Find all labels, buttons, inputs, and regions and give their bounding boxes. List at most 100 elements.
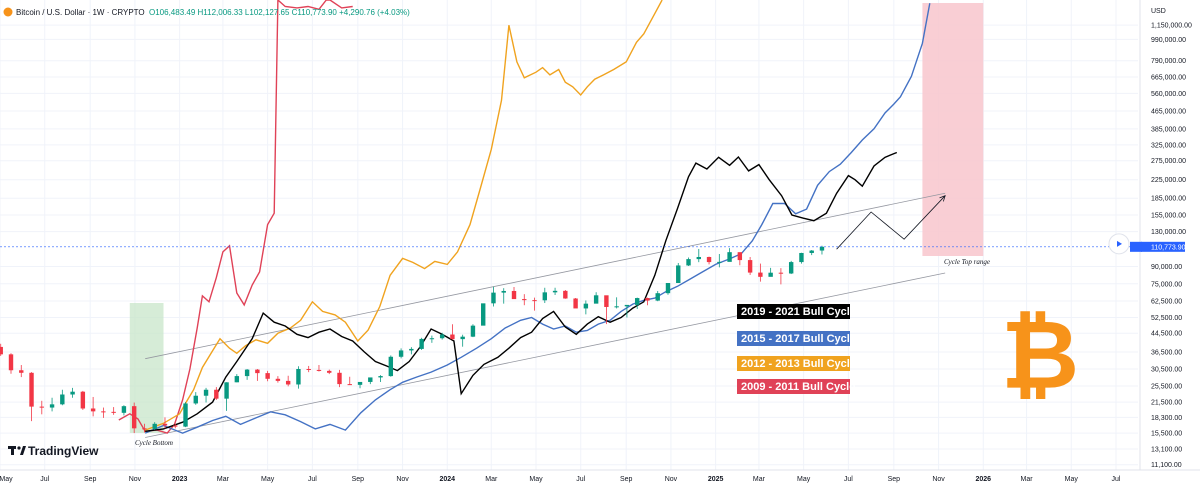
time-tick-label: 2023: [172, 476, 188, 483]
price-tick-label: 25,500.00: [1151, 383, 1182, 390]
legend-item: 2019 - 2021 Bull Cycle: [737, 304, 856, 319]
current-price-tag: 110,773.90: [1130, 241, 1186, 252]
cycle-zones: [129, 3, 984, 433]
time-tick-label: May: [797, 476, 811, 483]
candle-body: [563, 290, 568, 299]
legend-swatch: [737, 379, 850, 394]
candle-body: [788, 262, 794, 274]
candle-body: [152, 423, 157, 429]
candle-body: [224, 382, 229, 399]
legend-label: 2019 - 2021 Bull Cycle: [741, 306, 856, 318]
candle-body: [522, 299, 527, 301]
candle-body: [265, 373, 270, 379]
candle-body: [419, 338, 424, 349]
time-tick-label: Jul: [844, 476, 853, 483]
candle-body: [162, 423, 168, 426]
price-tick-label: 11,100.00: [1151, 462, 1182, 469]
candle-body: [768, 272, 773, 277]
candle-body: [429, 338, 435, 340]
tradingview-logo[interactable]: TradingView: [8, 444, 99, 458]
symbol-header: Bitcoin / U.S. Dollar · 1W · CRYPTO O106…: [3, 7, 410, 17]
price-tick-label: 990,000.00: [1151, 37, 1186, 44]
price-tick-label: 185,000.00: [1151, 196, 1186, 203]
price-tick-label: 13,100.00: [1151, 447, 1182, 454]
candle-body: [686, 259, 691, 266]
candle-body: [491, 292, 496, 304]
price-axis[interactable]: 1,150,000.00 990,000.00 790,000.00 665,000.…: [1151, 23, 1192, 470]
cycle-lines: [118, 0, 931, 434]
candle-body: [624, 304, 630, 307]
time-tick-label: May: [0, 476, 13, 483]
candle-body: [111, 411, 116, 413]
price-tick-label: 465,000.00: [1151, 108, 1186, 115]
candle-body: [758, 272, 763, 277]
candle-body: [90, 408, 96, 412]
candle-body: [665, 283, 671, 294]
candle-body: [676, 265, 681, 284]
legend-item: 2012 - 2013 Bull Cycle: [737, 356, 856, 371]
time-tick-label: Sep: [620, 476, 633, 483]
price-tick-label: 130,000.00: [1151, 229, 1186, 236]
candle-body: [778, 272, 784, 274]
legend-label: 2012 - 2013 Bull Cycle: [741, 358, 856, 370]
price-tick-label: 21,500.00: [1151, 400, 1182, 407]
candle-body: [368, 377, 373, 382]
candle-body: [717, 261, 722, 263]
candle-body: [49, 404, 55, 408]
candle-body: [614, 306, 619, 308]
candle-body: [501, 290, 506, 293]
candle-body: [306, 368, 311, 370]
candle-body: [173, 425, 178, 427]
candle-body: [285, 380, 291, 385]
cycle-top-label: Cycle Top range: [944, 258, 990, 266]
candle-body: [573, 298, 578, 309]
ohlc-values: O106,483.49 H112,006.33 L102,127.65 C110…: [149, 8, 410, 17]
symbol-title[interactable]: Bitcoin / U.S. Dollar · 1W · CRYPTO: [16, 8, 145, 17]
candle-body: [357, 381, 363, 385]
candle-body: [511, 290, 517, 300]
candle-body: [398, 350, 404, 357]
price-tick-label: 225,000.00: [1151, 177, 1186, 184]
candle-body: [634, 298, 640, 305]
projection-path: [836, 195, 946, 250]
candle-body: [193, 395, 198, 404]
cycle-line-2015-2017: [144, 3, 931, 434]
candle-body: [0, 346, 3, 355]
bitcoin-logo-icon: ₿: [1001, 299, 1079, 411]
candle-body: [142, 428, 147, 430]
cycle-bottom-label: Cycle Bottom: [135, 439, 173, 447]
price-tick-label: 52,500.00: [1151, 315, 1182, 322]
candle-body: [470, 325, 476, 337]
candle-body: [819, 246, 825, 251]
candle-body: [388, 356, 394, 377]
time-axis[interactable]: May Jul Sep Nov 2023 Mar May Jul Sep Nov 2024 Mar Ma…: [0, 476, 1121, 483]
tradingview-wordmark: TradingView: [28, 444, 99, 458]
currency-label: USD: [1151, 8, 1166, 15]
price-tick-label: 36,500.00: [1151, 349, 1182, 356]
candle-body: [696, 256, 701, 260]
time-tick-label: 2025: [708, 476, 724, 483]
candle-body: [347, 384, 352, 386]
time-tick-label: Jul: [1112, 476, 1121, 483]
candle-body: [70, 391, 75, 395]
candle-body: [604, 295, 609, 307]
bitcoin-coin-icon: [3, 7, 13, 17]
projection-line: [836, 195, 946, 250]
candle-body: [203, 389, 209, 396]
candle-body: [378, 376, 383, 378]
candle-body: [481, 303, 486, 326]
legend-label: 2015 - 2017 Bull Cycle: [741, 333, 856, 345]
time-tick-label: May: [261, 476, 275, 483]
price-tick-label: 560,000.00: [1151, 91, 1186, 98]
candle-body: [214, 389, 219, 399]
candle-body: [39, 406, 44, 408]
candle-body: [8, 354, 14, 371]
candle-body: [327, 370, 332, 373]
candle-body: [337, 372, 342, 385]
scroll-to-realtime-button[interactable]: [1108, 233, 1130, 255]
play-icon: [1117, 240, 1122, 247]
time-tick-label: 2026: [975, 476, 991, 483]
time-tick-label: Nov: [396, 476, 409, 483]
legend-swatch: [737, 356, 850, 371]
